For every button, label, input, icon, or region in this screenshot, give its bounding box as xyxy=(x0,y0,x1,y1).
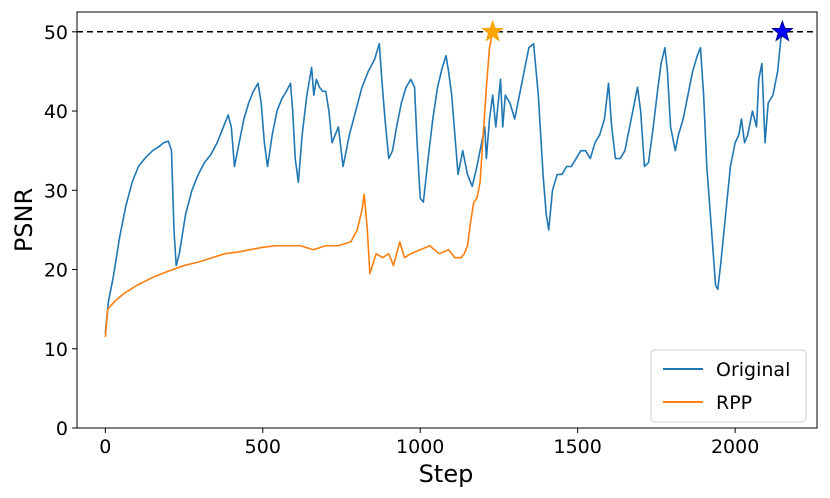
legend-label-original: Original xyxy=(716,359,790,381)
y-tick-label: 50 xyxy=(44,22,68,44)
star-marker-0 xyxy=(481,19,505,42)
x-axis-title: Step xyxy=(419,460,474,488)
y-tick-label: 30 xyxy=(44,180,68,202)
legend: Original RPP xyxy=(650,349,807,423)
series-line-original xyxy=(104,31,784,333)
legend-label-rpp: RPP xyxy=(716,392,752,414)
x-tick-label: 1500 xyxy=(554,436,602,458)
y-tick-label: 20 xyxy=(44,260,68,282)
y-axis-title: PSNR xyxy=(10,188,38,252)
x-tick-label: 0 xyxy=(99,436,111,458)
series-layer xyxy=(104,31,784,337)
y-tick-label: 40 xyxy=(44,101,68,123)
series-line-rpp xyxy=(104,31,494,337)
marker-layer xyxy=(481,19,794,42)
plot-frame xyxy=(76,11,818,429)
y-tick-label: 0 xyxy=(56,418,68,440)
x-tick-label: 2000 xyxy=(711,436,759,458)
x-tick-label: 1000 xyxy=(396,436,444,458)
star-marker-1 xyxy=(770,19,794,42)
tick-layer: 0 500 1000 1500 2000 0 10 20 30 40 50 xyxy=(44,22,759,458)
x-tick-label: 500 xyxy=(245,436,281,458)
y-tick-label: 10 xyxy=(44,339,68,361)
